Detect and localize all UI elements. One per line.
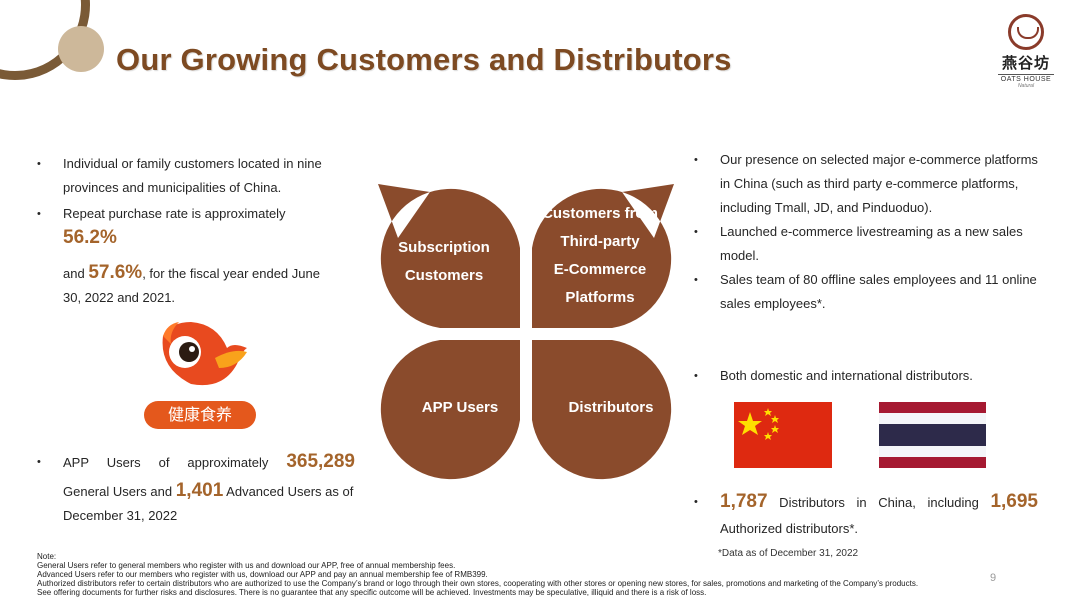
bullet-text: General Users and xyxy=(63,484,176,499)
bullet-text: Distributors in China, including xyxy=(767,495,991,510)
petal-label-third-party: Customers from Third-party E-Commerce Pl… xyxy=(530,200,670,312)
page-title: Our Growing Customers and Distributors xyxy=(116,42,732,77)
label-line: Customers from xyxy=(542,205,658,222)
bullet-text: Advanced Users as of December 31, 2022 xyxy=(63,484,354,523)
highlight-value: 1,787 xyxy=(720,491,768,512)
left-bullets-bottom: APP Users of approximately 365,289 Gener… xyxy=(37,450,355,528)
bullet-text: Sales team of 80 offline sales employees… xyxy=(720,272,1037,311)
bullet-repeat-rate: Repeat purchase rate is approximately 56… xyxy=(37,202,337,310)
right-bullet-distributor-count: 1,787 Distributors in China, including 1… xyxy=(694,490,1038,541)
bullet-text: Repeat purchase rate is approximately xyxy=(63,206,286,221)
label-line: E-Commerce xyxy=(553,261,647,278)
left-bullets-top: Individual or family customers located i… xyxy=(37,152,337,310)
logo-chinese-name: 燕谷坊 xyxy=(1001,54,1050,72)
notes-section: Note: General Users refer to general mem… xyxy=(37,552,1047,597)
bullet-livestreaming: Launched e-commerce livestreaming as a n… xyxy=(694,220,1038,268)
label-line: Third-party xyxy=(560,233,640,250)
label-line: Customers xyxy=(404,267,484,284)
company-logo: 燕谷坊 OATS HOUSE Natural xyxy=(990,14,1062,89)
highlight-value: 365,289 xyxy=(286,451,355,472)
corner-dot-decoration xyxy=(58,26,104,72)
bullet-sales-team: Sales team of 80 offline sales employees… xyxy=(694,268,1038,316)
bullet-text: Individual or family customers located i… xyxy=(63,156,322,195)
bullet-text: APP Users of approximately xyxy=(63,455,287,470)
bullet-text: Our presence on selected major e-commerc… xyxy=(720,152,1038,215)
bullet-text: and xyxy=(63,266,89,281)
highlight-value: 1,401 xyxy=(175,480,224,501)
bullet-text: Authorized distributors*. xyxy=(720,521,859,536)
customer-segments-diagram: Subscription Customers Customers from Th… xyxy=(370,178,682,490)
bullet-domestic-international: Both domestic and international distribu… xyxy=(694,364,1038,388)
bullet-text: Launched e-commerce livestreaming as a n… xyxy=(720,224,1023,263)
bullet-ecommerce-presence: Our presence on selected major e-commerc… xyxy=(694,148,1038,220)
highlight-value: 56.2% xyxy=(63,227,117,248)
diagram-petals xyxy=(378,184,674,480)
bullet-distributor-count: 1,787 Distributors in China, including 1… xyxy=(694,490,1038,541)
bullet-customer-location: Individual or family customers located i… xyxy=(37,152,337,200)
right-bullet-distributors: Both domestic and international distribu… xyxy=(694,364,1038,388)
logo-subtitle: Natural xyxy=(1017,83,1035,89)
petal-app-users xyxy=(380,340,520,480)
china-flag-icon xyxy=(734,402,832,468)
bullet-text: , for the fiscal year ended June 30, 202… xyxy=(63,266,320,305)
app-name-badge: 健康食养 xyxy=(144,401,256,429)
logo-english-name: OATS HOUSE xyxy=(998,74,1054,83)
petal-label-app-users: APP Users xyxy=(421,399,499,416)
note-line: Authorized distributors refer to certain… xyxy=(37,579,919,588)
petal-subscription xyxy=(378,184,520,328)
note-line: See offering documents for further risks… xyxy=(37,588,707,597)
petal-distributors xyxy=(532,340,672,480)
page-number: 9 xyxy=(990,572,997,584)
petal-label-subscription: Subscription Customers xyxy=(384,234,504,290)
highlight-value: 1,695 xyxy=(990,491,1038,512)
bullet-app-users: APP Users of approximately 365,289 Gener… xyxy=(37,450,355,528)
right-bullets-top: Our presence on selected major e-commerc… xyxy=(694,148,1038,316)
label-line: Subscription xyxy=(398,239,490,256)
logo-icon xyxy=(1008,14,1044,50)
petal-third-party xyxy=(532,184,674,328)
highlight-value: 57.6% xyxy=(88,262,143,283)
note-line: Advanced Users refer to our members who … xyxy=(37,570,488,579)
label-line: Platforms xyxy=(565,289,635,306)
note-label: Note: xyxy=(37,552,57,561)
app-bird-icon xyxy=(162,322,247,386)
note-line: General Users refer to general members w… xyxy=(37,561,456,570)
thailand-flag-icon xyxy=(879,402,986,468)
bullet-text: Both domestic and international distribu… xyxy=(720,368,973,383)
petal-label-distributors: Distributors xyxy=(568,399,654,416)
data-date-footnote: *Data as of December 31, 2022 xyxy=(718,548,859,559)
